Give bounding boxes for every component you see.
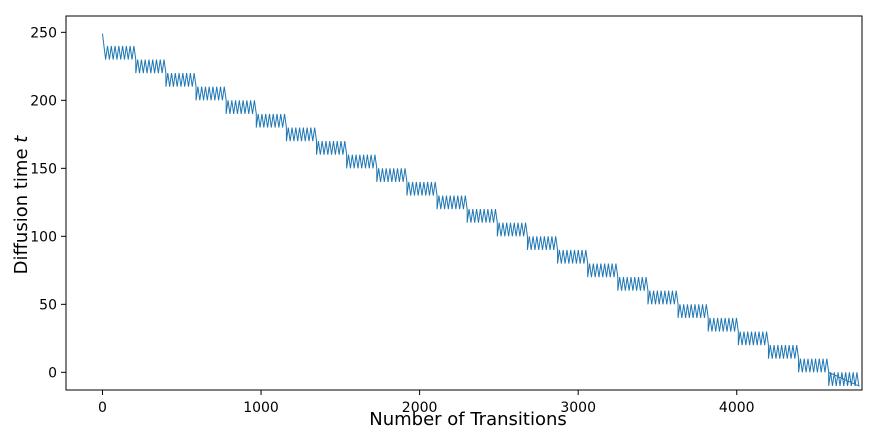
plot-frame: [65, 15, 863, 391]
y-axis: 0 50 100 150 200 250: [30, 25, 66, 381]
x-tick-label: 1000: [243, 400, 279, 416]
x-tick-label: 4000: [719, 400, 755, 416]
x-tick-label: 3000: [560, 400, 596, 416]
y-tick-label: 150: [30, 161, 57, 177]
x-axis: 0 1000 2000 3000 4000: [98, 390, 755, 416]
y-tick-label: 250: [30, 25, 57, 41]
y-axis-label-variable: t: [11, 135, 32, 143]
series-layer: [101, 33, 860, 387]
x-axis-label: Number of Transitions: [369, 409, 567, 430]
y-tick-label: 100: [30, 229, 57, 245]
x-tick-label: 2000: [402, 400, 438, 416]
y-tick-label: 50: [39, 297, 57, 313]
y-tick-label: 200: [30, 93, 57, 109]
series-line: [101, 33, 860, 387]
y-tick-label: 0: [48, 365, 57, 381]
x-tick-label: 0: [98, 400, 107, 416]
y-axis-label-text: Diffusion time: [11, 143, 32, 275]
y-axis-label: Diffusion time t: [11, 135, 32, 275]
